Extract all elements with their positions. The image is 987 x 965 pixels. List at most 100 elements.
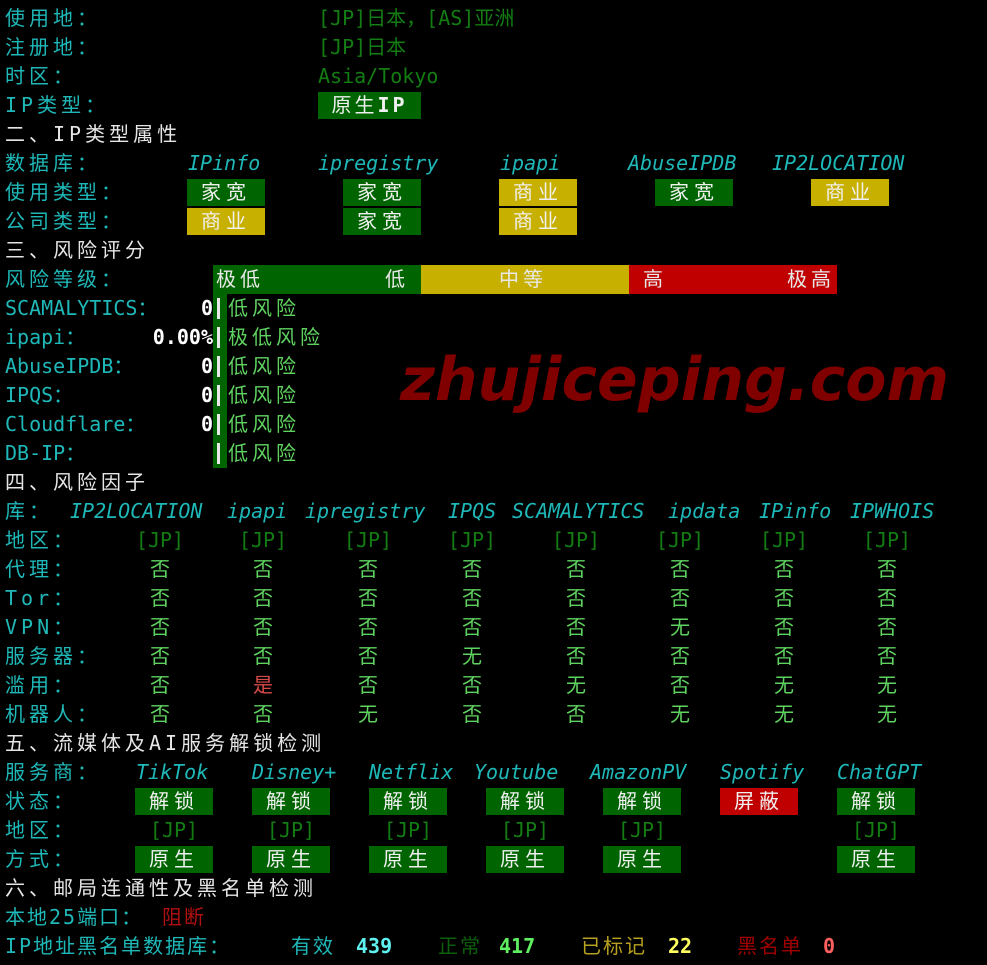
ip-type-label: IP类型： bbox=[5, 93, 110, 117]
score-source-label: SCAMALYTICS： bbox=[5, 296, 158, 320]
risk-scale-high-segment: 高 极高 bbox=[629, 265, 837, 294]
score-source-label: Cloudflare： bbox=[5, 412, 146, 436]
timezone-value: Asia/Tokyo bbox=[318, 64, 439, 88]
factor-cell: 否 bbox=[150, 615, 170, 639]
db-ipapi: ipapi bbox=[500, 151, 561, 175]
score-source-label: IPQS： bbox=[5, 383, 74, 407]
factor-cell: [JP] bbox=[238, 528, 288, 552]
factor-cell: 否 bbox=[566, 615, 586, 639]
risk-very-high-label: 极高 bbox=[787, 267, 835, 291]
factor-cell: 否 bbox=[358, 615, 378, 639]
score-verdict: 低风险 bbox=[228, 441, 300, 465]
company-type-label: 公司类型： bbox=[5, 209, 125, 233]
factor-cell: 否 bbox=[566, 557, 586, 581]
service-method-badge: 原生 bbox=[369, 846, 447, 873]
port25-value: 阻断 bbox=[162, 905, 206, 929]
ip-type-value-ip: IP bbox=[377, 93, 408, 117]
service-status-badge: 解锁 bbox=[603, 788, 681, 815]
service-region: [JP] bbox=[851, 818, 901, 842]
provider-label: 服务商： bbox=[5, 760, 101, 784]
factor-cell: 否 bbox=[877, 644, 897, 668]
score-value: 0.00% bbox=[152, 325, 213, 349]
service-method-badge: 原生 bbox=[837, 846, 915, 873]
factor-cell: 否 bbox=[150, 586, 170, 610]
factor-cell: 否 bbox=[774, 615, 794, 639]
factor-cell: 否 bbox=[774, 586, 794, 610]
factor-source-header: SCAMALYTICS bbox=[512, 499, 645, 523]
score-value: 0 bbox=[200, 354, 213, 378]
factor-cell: [JP] bbox=[135, 528, 185, 552]
company-type-badge: 商业 bbox=[499, 208, 577, 235]
timezone-label: 时区： bbox=[5, 64, 77, 88]
factor-cell: 无 bbox=[670, 702, 690, 726]
factor-cell: 否 bbox=[358, 673, 378, 697]
blacklist-label: IP地址黑名单数据库： bbox=[5, 934, 232, 958]
score-bar-marker bbox=[213, 294, 227, 323]
service-status-badge: 解锁 bbox=[837, 788, 915, 815]
usage-type-badge: 商业 bbox=[499, 179, 577, 206]
score-verdict: 极低风险 bbox=[228, 325, 324, 349]
score-bar-tick bbox=[217, 298, 220, 319]
factor-cell: 无 bbox=[877, 702, 897, 726]
blacklist-marked-label: 已标记 bbox=[581, 934, 647, 958]
factor-row-label: VPN： bbox=[5, 615, 78, 639]
port25-label: 本地25端口： bbox=[5, 905, 144, 929]
factor-source-header: IPWHOIS bbox=[850, 499, 935, 523]
region-label: 地区： bbox=[5, 818, 77, 842]
factor-cell: 否 bbox=[566, 644, 586, 668]
factor-cell: 否 bbox=[877, 615, 897, 639]
service-region: [JP] bbox=[617, 818, 667, 842]
factor-source-header: IPinfo bbox=[759, 499, 832, 523]
factor-cell: [JP] bbox=[862, 528, 912, 552]
factor-cell: 否 bbox=[774, 557, 794, 581]
factor-cell: 否 bbox=[566, 702, 586, 726]
registry-location-label: 注册地： bbox=[5, 35, 101, 59]
service-name: ChatGPT bbox=[837, 760, 922, 784]
score-bar-tick bbox=[217, 443, 220, 464]
factor-source-header: ipregistry bbox=[305, 499, 426, 523]
service-status-badge: 解锁 bbox=[369, 788, 447, 815]
service-region: [JP] bbox=[266, 818, 316, 842]
factor-cell: 无 bbox=[358, 702, 378, 726]
score-verdict: 低风险 bbox=[228, 412, 300, 436]
factor-cell: 否 bbox=[358, 557, 378, 581]
risk-scale-medium-segment: 中等 bbox=[421, 265, 629, 294]
usage-location-label: 使用地： bbox=[5, 6, 101, 30]
score-bar-tick bbox=[217, 356, 220, 377]
service-name: Youtube bbox=[474, 760, 559, 784]
factor-cell: 无 bbox=[670, 615, 690, 639]
factor-cell: 否 bbox=[150, 702, 170, 726]
score-bar-tick bbox=[217, 414, 220, 435]
db-ipinfo: IPinfo bbox=[188, 151, 261, 175]
factor-row-label: 地区： bbox=[5, 528, 77, 552]
ip-type-value: 原生 bbox=[331, 93, 378, 117]
company-type-badge: 商业 bbox=[187, 208, 265, 235]
risk-very-low-label: 极低 bbox=[216, 267, 264, 291]
factor-cell: [JP] bbox=[655, 528, 705, 552]
factor-cell: [JP] bbox=[447, 528, 497, 552]
factor-cell: 否 bbox=[670, 586, 690, 610]
watermark-logo: zhujiceping.com bbox=[400, 345, 950, 415]
service-region: [JP] bbox=[149, 818, 199, 842]
service-method-badge: 原生 bbox=[252, 846, 330, 873]
risk-low-label: 低 bbox=[385, 267, 409, 291]
risk-level-label: 风险等级： bbox=[5, 267, 125, 291]
service-name: Disney+ bbox=[252, 760, 337, 784]
factor-cell: 否 bbox=[774, 644, 794, 668]
score-value bbox=[140, 439, 213, 468]
section-streaming-title: 五、流媒体及AI服务解锁检测 bbox=[5, 731, 326, 755]
factor-source-header: IPQS bbox=[448, 499, 497, 523]
service-name: TikTok bbox=[136, 760, 209, 784]
factor-cell: 否 bbox=[877, 557, 897, 581]
risk-medium-label: 中等 bbox=[499, 267, 547, 291]
score-verdict: 低风险 bbox=[228, 354, 300, 378]
score-value: 0 bbox=[200, 296, 213, 320]
usage-type-badge: 家宽 bbox=[187, 179, 265, 206]
blacklist-clean-count: 417 bbox=[499, 934, 536, 958]
service-name: Spotify bbox=[720, 760, 805, 784]
factor-cell: 是 bbox=[253, 673, 273, 697]
factor-cell: 否 bbox=[358, 586, 378, 610]
factor-cell: 否 bbox=[253, 702, 273, 726]
usage-type-badge: 商业 bbox=[811, 179, 889, 206]
factor-cell: 否 bbox=[462, 586, 482, 610]
